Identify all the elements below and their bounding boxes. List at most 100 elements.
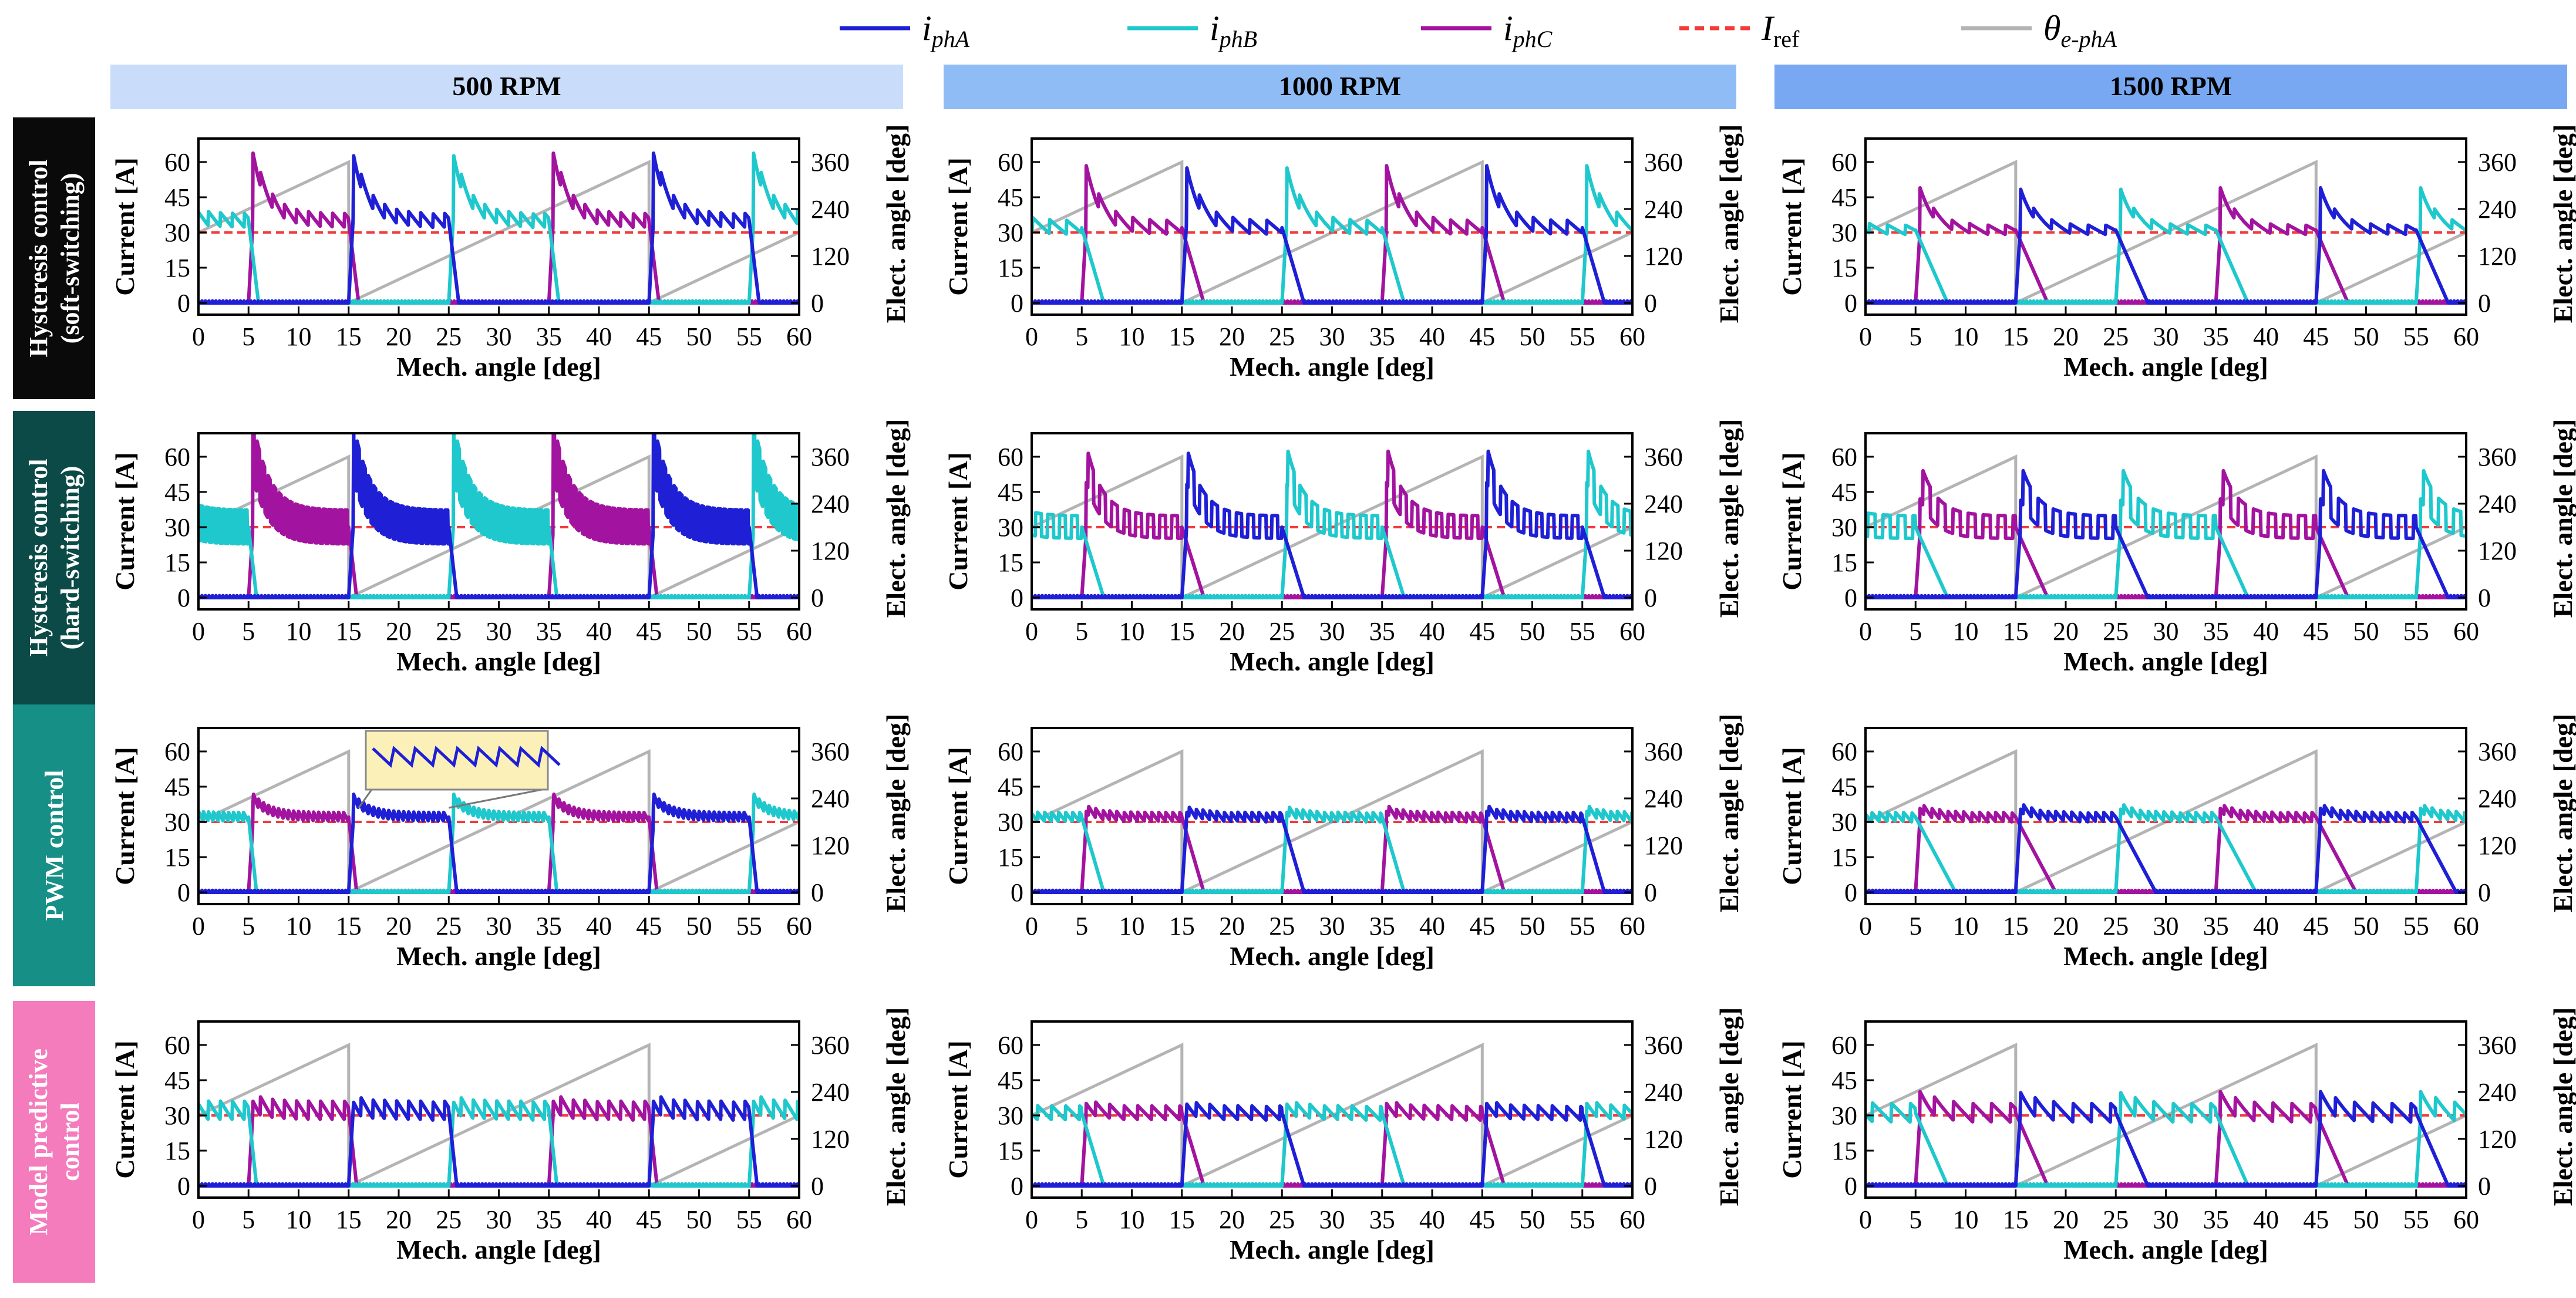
- y-tick-label: 45: [164, 478, 190, 507]
- plot-area: [198, 749, 799, 895]
- y2-axis-label: Elect. angle [deg]: [1714, 124, 1744, 323]
- y2-tick-label: 120: [1644, 1125, 1683, 1154]
- plot-area: [1032, 449, 1632, 600]
- y2-axis-label: Elect. angle [deg]: [2548, 419, 2576, 618]
- row-label: PWM control: [40, 770, 69, 921]
- column-headers: 500 RPM 1000 RPM 1500 RPM: [110, 65, 2567, 109]
- x-tick-label: 20: [1219, 322, 1245, 351]
- y-tick-label: 0: [1011, 289, 1023, 318]
- x-tick-label: 60: [2453, 617, 2479, 646]
- row-label-line: Model predictive: [24, 1048, 53, 1235]
- x-tick-label: 5: [1909, 912, 1922, 940]
- y-tick-label: 30: [998, 513, 1023, 542]
- y-tick-label: 0: [177, 1172, 190, 1201]
- plot-area: [1032, 1043, 1632, 1188]
- x-tick-label: 60: [1619, 912, 1645, 940]
- x-axis-label: Mech. angle [deg]: [1230, 1235, 1435, 1265]
- plot-area: [1032, 160, 1632, 305]
- y2-tick-label: 0: [2478, 584, 2491, 612]
- y-tick-label: 60: [1831, 148, 1857, 177]
- x-tick-label: 10: [1119, 617, 1145, 646]
- y2-axis-label: Elect. angle [deg]: [881, 124, 911, 323]
- panel-r1-c1: 0 5 10 15 20 25 30 35 40 45 50 55 60 0 15 30 45 60 0 120 240…: [943, 419, 1744, 676]
- y2-tick-label: 240: [2478, 490, 2517, 518]
- x-tick-label: 20: [1219, 912, 1245, 940]
- panel-r0-c2: 0 5 10 15 20 25 30 35 40 45 50 55 60 0 15 30 45 60 0 120 240…: [1777, 124, 2576, 382]
- x-tick-label: 25: [2103, 912, 2129, 940]
- y-tick-label: 0: [1844, 289, 1857, 318]
- y-tick-label: 60: [164, 737, 190, 766]
- x-tick-label: 50: [686, 912, 712, 940]
- x-tick-label: 30: [486, 617, 512, 646]
- x-tick-label: 55: [2403, 912, 2429, 940]
- x-tick-label: 40: [586, 617, 612, 646]
- y-tick-label: 15: [164, 843, 190, 872]
- x-tick-label: 35: [536, 617, 562, 646]
- x-tick-label: 35: [2203, 912, 2229, 940]
- x-tick-label: 35: [536, 322, 562, 351]
- x-tick-label: 25: [436, 912, 462, 940]
- x-axis-label: Mech. angle [deg]: [2063, 941, 2268, 971]
- y-tick-label: 45: [1831, 183, 1857, 212]
- row-header-bg: [13, 411, 95, 704]
- y2-tick-label: 240: [1644, 784, 1683, 813]
- x-axis-label: Mech. angle [deg]: [1230, 646, 1435, 676]
- x-tick-label: 10: [1953, 912, 1979, 940]
- y-axis-label: Current [A]: [1777, 747, 1807, 885]
- x-tick-label: 25: [2103, 322, 2129, 351]
- series-iA: [198, 793, 799, 894]
- y-tick-label: 45: [998, 1066, 1023, 1095]
- row-label: Model predictive control: [24, 1048, 85, 1235]
- x-tick-label: 10: [286, 322, 312, 351]
- panels: 0 5 10 15 20 25 30 35 40 45 50 55 600153045600120240…: [110, 124, 2576, 1265]
- y2-axis-label: Elect. angle [deg]: [881, 714, 911, 913]
- x-tick-label: 60: [786, 617, 812, 646]
- y-tick-label: 15: [164, 254, 190, 282]
- y2-tick-label: 240: [811, 490, 850, 518]
- y-tick-label: 0: [1844, 1172, 1857, 1201]
- y-tick-label: 60: [998, 737, 1023, 766]
- x-tick-label: 60: [786, 322, 812, 351]
- x-tick-label: 20: [2053, 912, 2079, 940]
- x-tick-label: 60: [1619, 1205, 1645, 1234]
- x-tick-label: 45: [2303, 322, 2329, 351]
- y-axis-label: Current [A]: [1777, 452, 1807, 590]
- series-iC: [198, 151, 799, 305]
- x-tick-label: 25: [1269, 322, 1295, 351]
- x-tick-label: 25: [2103, 617, 2129, 646]
- legend-subscript: phA: [930, 26, 970, 52]
- x-tick-label: 30: [486, 322, 512, 351]
- series-iA: [1032, 1101, 1632, 1188]
- x-tick-label: 5: [1909, 1205, 1922, 1234]
- y2-tick-label: 360: [2478, 1031, 2517, 1060]
- y2-axis-label: Elect. angle [deg]: [2548, 714, 2576, 913]
- x-tick-label: 20: [2053, 617, 2079, 646]
- x-tick-label: 20: [386, 322, 412, 351]
- x-tick-label: 30: [486, 1205, 512, 1234]
- x-axis-label: Mech. angle [deg]: [1230, 941, 1435, 971]
- x-tick-label: 45: [636, 617, 662, 646]
- x-tick-label: 20: [2053, 322, 2079, 351]
- y2-tick-label: 240: [811, 1078, 850, 1107]
- y2-axis-label: Elect. angle [deg]: [1714, 419, 1744, 618]
- series-iA: [1032, 164, 1632, 305]
- x-tick-label: 25: [436, 322, 462, 351]
- x-tick-label: 55: [736, 1205, 762, 1234]
- plot-area: [198, 151, 799, 305]
- x-tick-label: 55: [2403, 617, 2429, 646]
- y2-axis-label: Elect. angle [deg]: [1714, 714, 1744, 913]
- inset-box: [365, 730, 549, 791]
- x-tick-label: 35: [536, 1205, 562, 1234]
- x-tick-label: 45: [636, 322, 662, 351]
- x-tick-label: 5: [242, 617, 255, 646]
- y2-tick-label: 120: [1644, 242, 1683, 271]
- x-tick-label: 60: [786, 1205, 812, 1234]
- series-iC: [1032, 164, 1632, 305]
- x-tick-label: 0: [1025, 1205, 1038, 1234]
- x-tick-label: 20: [386, 617, 412, 646]
- y-tick-label: 15: [1831, 548, 1857, 577]
- y-tick-label: 15: [998, 1137, 1023, 1165]
- y2-tick-label: 0: [1644, 878, 1657, 907]
- x-tick-label: 55: [736, 617, 762, 646]
